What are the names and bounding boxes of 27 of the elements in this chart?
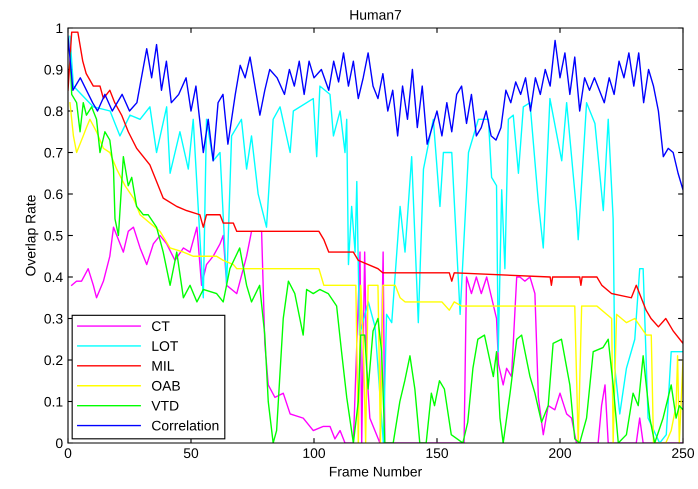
- y-tick-label: 0.7: [44, 148, 62, 158]
- x-tick-label: 250: [672, 448, 694, 458]
- x-axis-title: Frame Number: [330, 466, 422, 477]
- y-tick-label: 0.3: [44, 314, 63, 324]
- y-tick-label: 1: [56, 23, 62, 34]
- y-tick-label: 0.5: [44, 230, 63, 241]
- legend-label: VTD: [151, 400, 178, 411]
- y-tick-label: 0.8: [44, 106, 63, 116]
- line-series: [68, 36, 683, 191]
- y-tick-label: 0: [56, 438, 63, 448]
- legend-label: LOT: [152, 341, 178, 351]
- y-tick-label: 0.2: [44, 355, 62, 366]
- chart-title: Human7: [350, 10, 402, 20]
- y-axis-title: Overlap Rate: [25, 195, 38, 276]
- legend-label: MIL: [152, 361, 174, 371]
- y-tick-label: 0.6: [44, 189, 63, 200]
- x-tick-label: 200: [549, 448, 572, 458]
- x-tick-label: 50: [184, 448, 198, 458]
- y-tick-label: 0.4: [44, 272, 63, 282]
- legend-label: OAB: [152, 380, 180, 391]
- x-tick-label: 0: [64, 448, 72, 458]
- x-tick-label: 100: [303, 448, 326, 458]
- x-tick-label: 150: [426, 448, 448, 458]
- legend-label: CT: [152, 321, 170, 332]
- y-tick-label: 0.1: [44, 396, 62, 407]
- legend-label: Correlation: [152, 420, 218, 431]
- y-tick-label: 0.9: [44, 64, 62, 75]
